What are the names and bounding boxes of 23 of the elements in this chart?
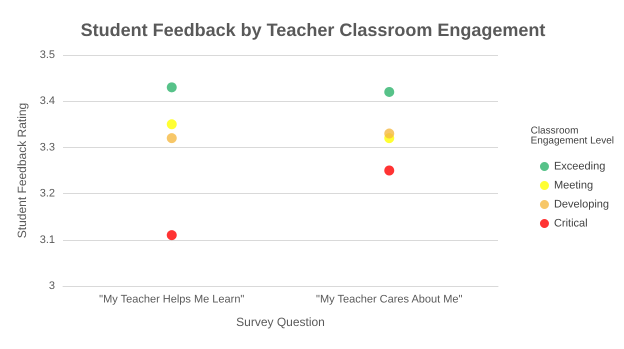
y-tick-label: 3.2 (40, 188, 55, 200)
legend-label: Developing (554, 198, 610, 210)
y-tick-label: 3 (48, 280, 55, 292)
y-tick-label: 3.4 (40, 95, 55, 108)
point (166, 119, 177, 130)
point (384, 128, 394, 139)
legend-label: Critical (554, 218, 588, 230)
y-tick-label: 3.3 (40, 141, 55, 154)
point (166, 82, 177, 92)
legend-label: Exceeding (554, 160, 606, 172)
chart-title: Student Feedback by Teacher Classroom Engagement (80, 20, 546, 40)
point (384, 86, 394, 97)
x-tick-label: "My Teacher Helps Me Learn" (99, 294, 244, 306)
point (166, 133, 177, 144)
x-axis-title: Survey Question (236, 315, 325, 329)
point (166, 230, 177, 240)
y-tick-label: 3.1 (40, 234, 55, 246)
x-tick-label: "My Teacher Cares About Me" (316, 294, 463, 306)
legend-label: Meeting (554, 180, 594, 192)
legend-title: Classroom Engagement Level (530, 126, 614, 146)
y-axis-title: Student Feedback Rating (15, 102, 29, 238)
point (384, 166, 394, 176)
y-tick-label: 3.5 (40, 49, 55, 61)
